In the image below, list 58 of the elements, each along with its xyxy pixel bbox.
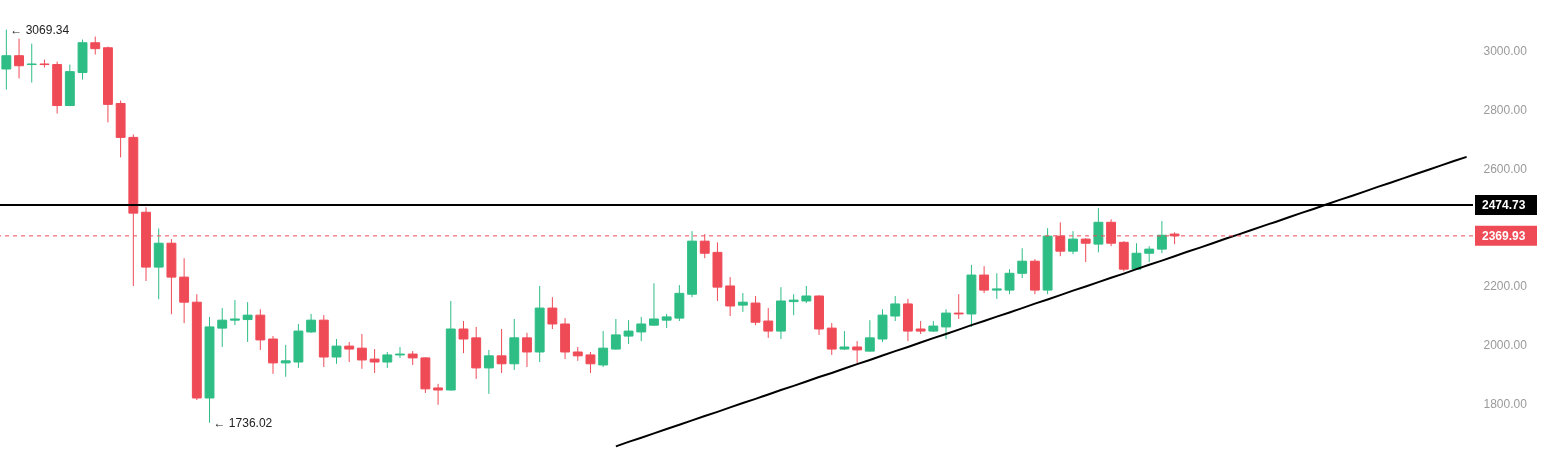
candlestick bbox=[610, 318, 621, 351]
candlestick bbox=[356, 333, 367, 370]
candlestick bbox=[636, 316, 647, 342]
candlestick bbox=[1156, 220, 1167, 254]
y-tick-label: 2000.00 bbox=[1483, 338, 1528, 353]
candlestick bbox=[737, 292, 748, 313]
candlestick bbox=[547, 296, 558, 330]
y-tick-label: 2200.00 bbox=[1483, 279, 1528, 294]
candlestick bbox=[991, 272, 1002, 300]
candlestick bbox=[229, 299, 240, 326]
candlestick bbox=[1131, 242, 1142, 271]
candlestick bbox=[890, 295, 901, 322]
candlestick bbox=[1017, 247, 1028, 279]
candlestick bbox=[979, 265, 990, 294]
candlestick bbox=[242, 301, 253, 343]
candlestick bbox=[826, 322, 837, 356]
y-tick-label: 2600.00 bbox=[1483, 161, 1528, 176]
candlestick bbox=[306, 313, 317, 334]
candlestick bbox=[433, 383, 444, 406]
candlestick bbox=[852, 340, 863, 364]
candlestick bbox=[1093, 207, 1104, 253]
candlestick bbox=[369, 348, 380, 374]
candlestick bbox=[649, 282, 659, 327]
y-tick-label: 1800.00 bbox=[1483, 397, 1528, 412]
candlestick bbox=[941, 308, 951, 340]
candlestick bbox=[331, 338, 342, 365]
candlestick bbox=[877, 308, 888, 343]
candlestick bbox=[280, 344, 291, 378]
candlestick bbox=[1004, 268, 1015, 295]
candlestick bbox=[598, 330, 609, 368]
candlestick bbox=[763, 307, 774, 339]
candlestick bbox=[623, 319, 634, 345]
candlestick bbox=[395, 346, 405, 359]
candlestick bbox=[26, 43, 37, 84]
candlestick bbox=[458, 320, 469, 354]
candlestick bbox=[585, 351, 596, 374]
candlestick bbox=[344, 341, 355, 363]
candlestick bbox=[953, 293, 964, 320]
candlestick bbox=[839, 330, 850, 351]
candlestick bbox=[268, 335, 278, 375]
candlestick bbox=[1068, 230, 1078, 255]
candlestick bbox=[153, 227, 164, 300]
candlestick bbox=[522, 332, 532, 368]
candlestick bbox=[788, 293, 799, 316]
annotation: ← 1736.02 bbox=[213, 415, 273, 430]
candlestick bbox=[483, 349, 494, 395]
y-tick-label: 2800.00 bbox=[1483, 102, 1528, 117]
ref-line-label: 2369.93 bbox=[1482, 228, 1526, 243]
candlestick bbox=[14, 38, 24, 79]
candlestick bbox=[864, 319, 875, 353]
annotation: ← 3069.34 bbox=[10, 22, 70, 37]
candlestick bbox=[1, 29, 12, 91]
candlestick bbox=[750, 295, 761, 326]
candlestick bbox=[725, 276, 736, 317]
y-tick-label: 3000.00 bbox=[1483, 43, 1528, 58]
candlestick bbox=[217, 307, 228, 348]
candlestick bbox=[496, 328, 507, 374]
ref-line-label: 2474.73 bbox=[1482, 197, 1526, 212]
